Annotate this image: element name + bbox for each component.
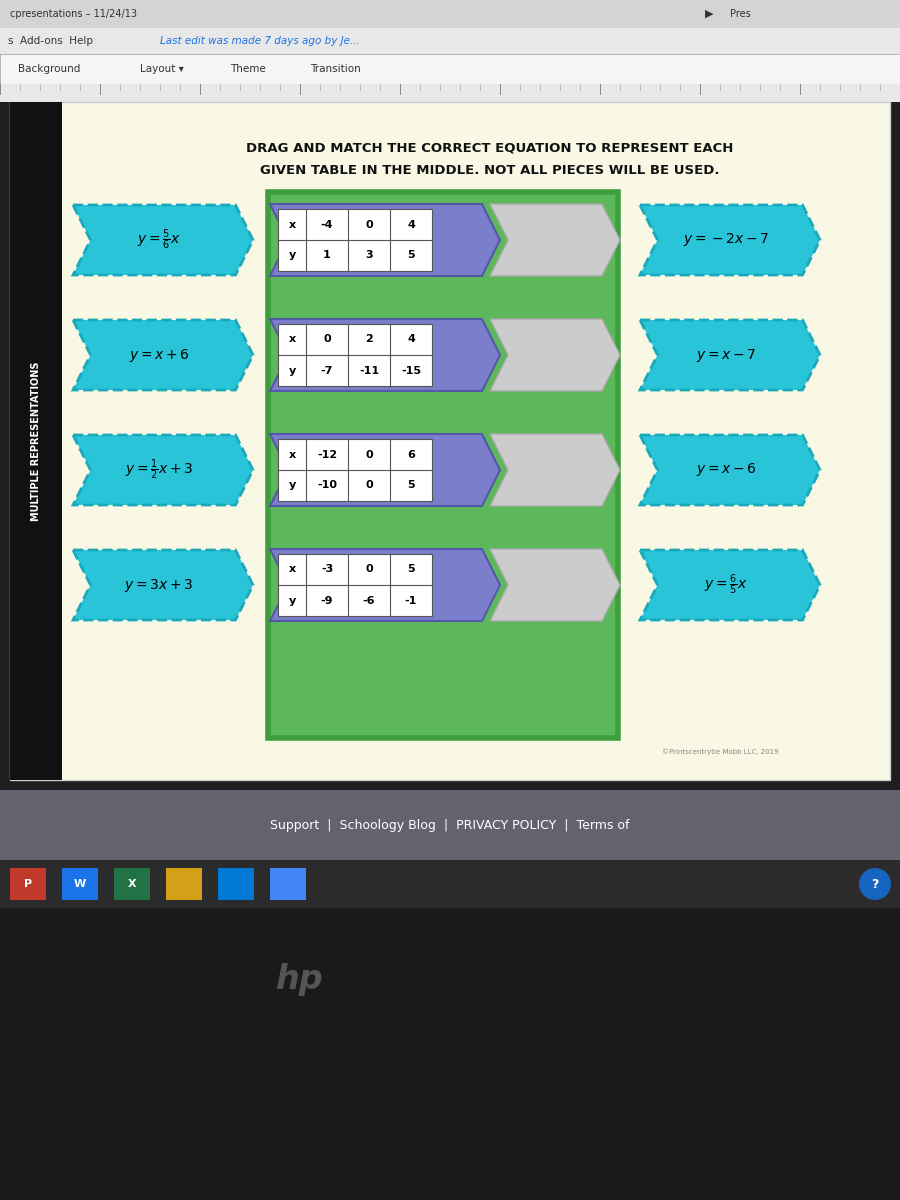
Text: 6: 6 [407, 450, 415, 460]
Bar [0, 28, 900, 54]
Bar [166, 868, 202, 900]
Text: -4: -4 [320, 220, 333, 229]
Bar [10, 868, 46, 900]
Text: Pres: Pres [730, 8, 751, 19]
Text: -11: -11 [359, 366, 379, 376]
Text: -1: -1 [405, 595, 418, 606]
Text: 5: 5 [407, 251, 415, 260]
Text: -3: -3 [321, 564, 333, 575]
Text: -6: -6 [363, 595, 375, 606]
Polygon shape [640, 434, 820, 505]
Polygon shape [490, 319, 620, 391]
Polygon shape [270, 434, 500, 506]
Polygon shape [490, 550, 620, 622]
Text: $y=x-6$: $y=x-6$ [696, 462, 756, 479]
Bar [10, 102, 62, 780]
Bar [278, 439, 432, 502]
Polygon shape [640, 320, 820, 390]
Text: 4: 4 [407, 220, 415, 229]
Text: 2: 2 [365, 335, 373, 344]
Text: X: X [128, 878, 136, 889]
Text: -9: -9 [320, 595, 333, 606]
Polygon shape [73, 205, 253, 275]
Bar [268, 192, 618, 738]
Text: y: y [288, 366, 295, 376]
Bar [270, 868, 306, 900]
Polygon shape [490, 434, 620, 506]
Text: hp: hp [276, 964, 324, 996]
Text: $y=x+6$: $y=x+6$ [129, 347, 189, 364]
Text: Theme: Theme [230, 64, 266, 74]
Bar [0, 54, 900, 84]
Bar [0, 860, 900, 908]
Text: Layout ▾: Layout ▾ [140, 64, 184, 74]
Bar [0, 84, 900, 102]
Text: 0: 0 [365, 220, 373, 229]
Bar [114, 868, 150, 900]
Text: 0: 0 [365, 450, 373, 460]
Text: s  Add-ons  Help: s Add-ons Help [8, 36, 93, 46]
Text: y: y [288, 251, 295, 260]
Text: $y=3x+3$: $y=3x+3$ [124, 576, 194, 594]
Bar [278, 554, 432, 616]
Bar [278, 324, 432, 386]
Text: 1: 1 [323, 251, 331, 260]
Text: $y=\frac{6}{5}x$: $y=\frac{6}{5}x$ [704, 572, 748, 598]
Text: $y=\frac{5}{6}x$: $y=\frac{5}{6}x$ [137, 228, 181, 252]
Text: y: y [288, 480, 295, 491]
Polygon shape [270, 319, 500, 391]
Text: 0: 0 [323, 335, 331, 344]
Polygon shape [490, 204, 620, 276]
Text: GIVEN TABLE IN THE MIDDLE. NOT ALL PIECES WILL BE USED.: GIVEN TABLE IN THE MIDDLE. NOT ALL PIECE… [260, 163, 720, 176]
Text: x: x [288, 335, 295, 344]
Text: ?: ? [871, 877, 878, 890]
Text: Transition: Transition [310, 64, 361, 74]
Text: $y=-2x-7$: $y=-2x-7$ [683, 232, 770, 248]
Text: y: y [288, 595, 295, 606]
Text: -15: -15 [401, 366, 421, 376]
Text: Support  |  Schoology Blog  |  PRIVACY POLICY  |  Terms of: Support | Schoology Blog | PRIVACY POLIC… [270, 818, 630, 832]
Text: P: P [24, 878, 32, 889]
Text: -12: -12 [317, 450, 338, 460]
Polygon shape [73, 550, 253, 620]
Text: 3: 3 [365, 251, 373, 260]
Text: Background: Background [18, 64, 80, 74]
Polygon shape [270, 550, 500, 622]
Polygon shape [270, 204, 500, 276]
Text: DRAG AND MATCH THE CORRECT EQUATION TO REPRESENT EACH: DRAG AND MATCH THE CORRECT EQUATION TO R… [247, 142, 734, 155]
Text: -7: -7 [320, 366, 333, 376]
Bar [218, 868, 254, 900]
Polygon shape [640, 550, 820, 620]
Polygon shape [73, 320, 253, 390]
Text: x: x [288, 564, 295, 575]
Text: 4: 4 [407, 335, 415, 344]
Bar [0, 908, 900, 1200]
Polygon shape [640, 205, 820, 275]
Text: 5: 5 [407, 480, 415, 491]
Polygon shape [73, 434, 253, 505]
Bar [0, 790, 900, 860]
Text: $y=\frac{1}{2}x+3$: $y=\frac{1}{2}x+3$ [125, 458, 194, 482]
Text: $y=x-7$: $y=x-7$ [696, 347, 756, 364]
Bar [0, 0, 900, 28]
Bar [62, 868, 98, 900]
Text: 0: 0 [365, 564, 373, 575]
Text: -10: -10 [317, 480, 337, 491]
Text: ▶: ▶ [705, 8, 714, 19]
Text: x: x [288, 450, 295, 460]
Text: W: W [74, 878, 86, 889]
Bar [10, 102, 890, 780]
Text: 0: 0 [365, 480, 373, 491]
Text: cpresentations – 11/24/13: cpresentations – 11/24/13 [10, 8, 137, 19]
Circle shape [859, 868, 891, 900]
Text: 5: 5 [407, 564, 415, 575]
Text: MULTIPLE REPRESENTATIONS: MULTIPLE REPRESENTATIONS [31, 361, 41, 521]
Text: Last edit was made 7 days ago by Je...: Last edit was made 7 days ago by Je... [160, 36, 360, 46]
Text: x: x [288, 220, 295, 229]
Bar [278, 209, 432, 271]
Text: ©Printscentrytie Mobb LLC, 2019: ©Printscentrytie Mobb LLC, 2019 [662, 749, 778, 755]
